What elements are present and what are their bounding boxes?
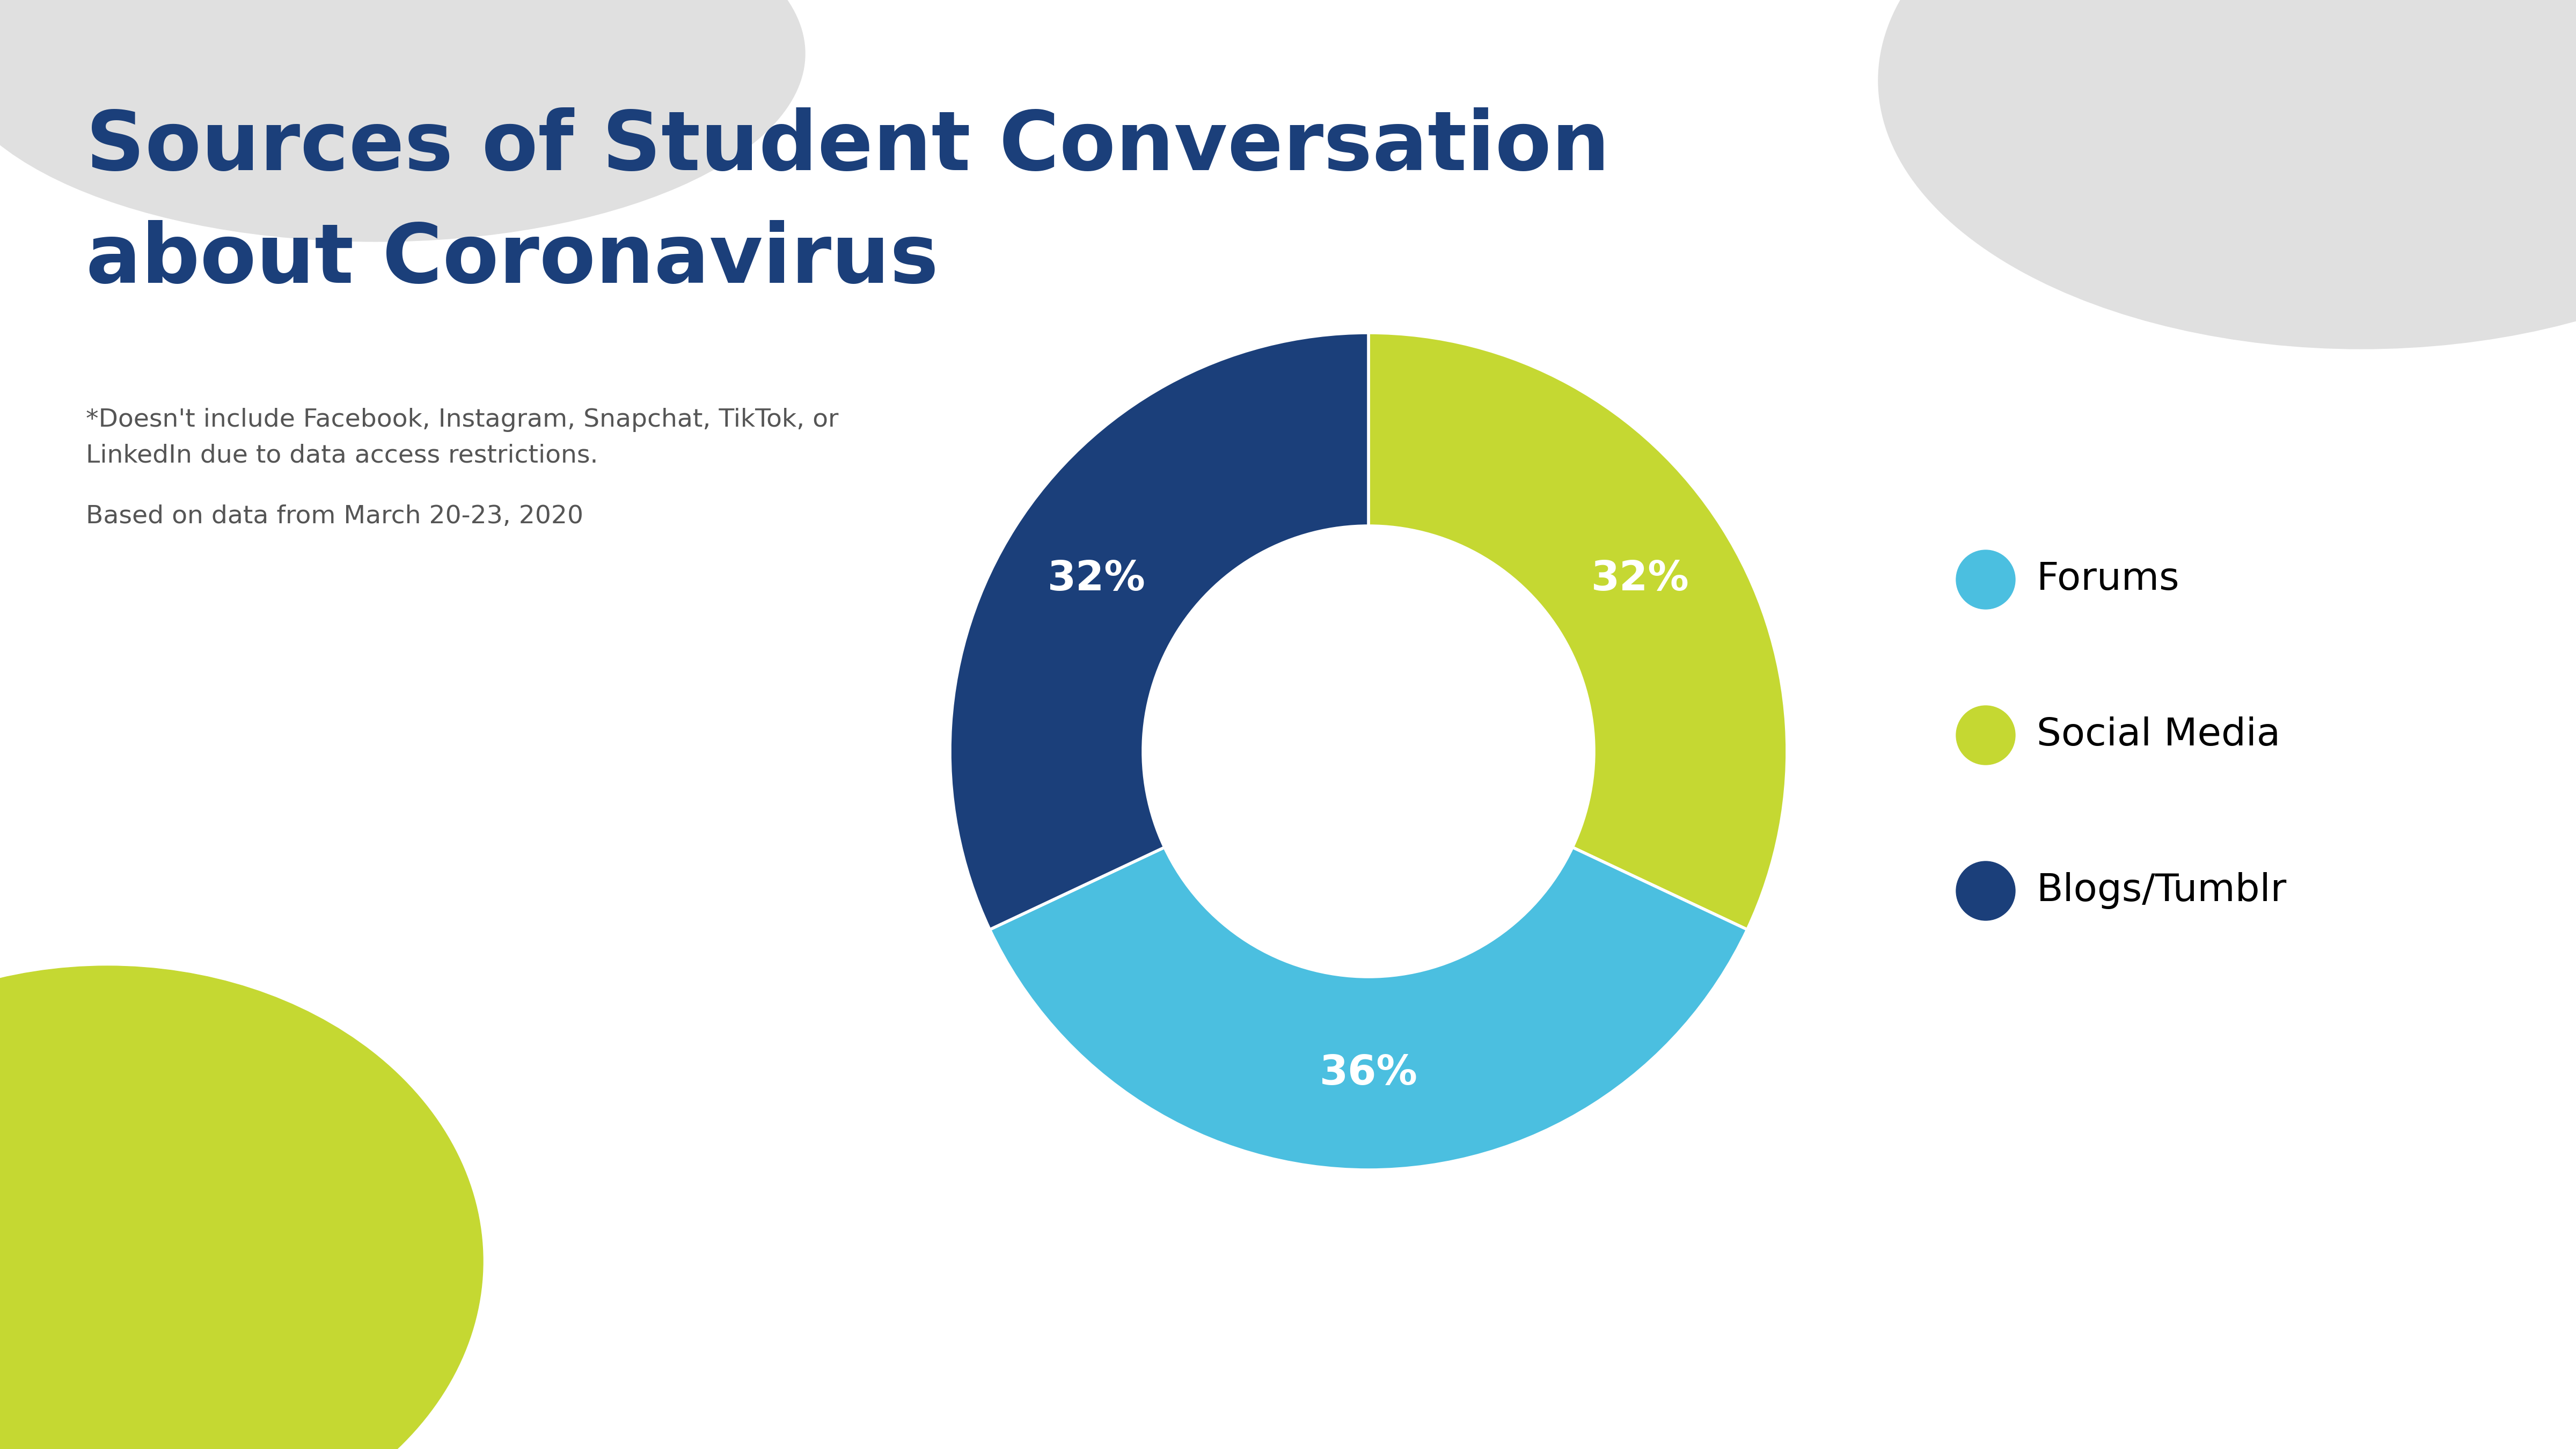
Wedge shape	[951, 333, 1368, 930]
Ellipse shape	[0, 0, 804, 242]
Text: Forums: Forums	[2038, 561, 2179, 598]
Circle shape	[1955, 861, 2014, 920]
Text: 36%: 36%	[1319, 1053, 1417, 1093]
Ellipse shape	[1878, 0, 2576, 349]
Text: 32%: 32%	[1592, 559, 1690, 598]
Text: Sources of Student Conversation: Sources of Student Conversation	[85, 107, 1610, 187]
Wedge shape	[1368, 333, 1788, 930]
Circle shape	[1955, 551, 2014, 609]
Ellipse shape	[0, 966, 484, 1449]
Circle shape	[1144, 526, 1595, 977]
Text: Social Media: Social Media	[2038, 717, 2280, 753]
Wedge shape	[989, 848, 1747, 1169]
Text: *Doesn't include Facebook, Instagram, Snapchat, TikTok, or
LinkedIn due to data : *Doesn't include Facebook, Instagram, Sn…	[85, 407, 840, 468]
Circle shape	[1955, 706, 2014, 765]
Text: about Coronavirus: about Coronavirus	[85, 220, 938, 300]
Text: 32%: 32%	[1048, 559, 1146, 598]
Text: Based on data from March 20-23, 2020: Based on data from March 20-23, 2020	[85, 504, 582, 529]
Text: Blogs/Tumblr: Blogs/Tumblr	[2038, 872, 2287, 910]
